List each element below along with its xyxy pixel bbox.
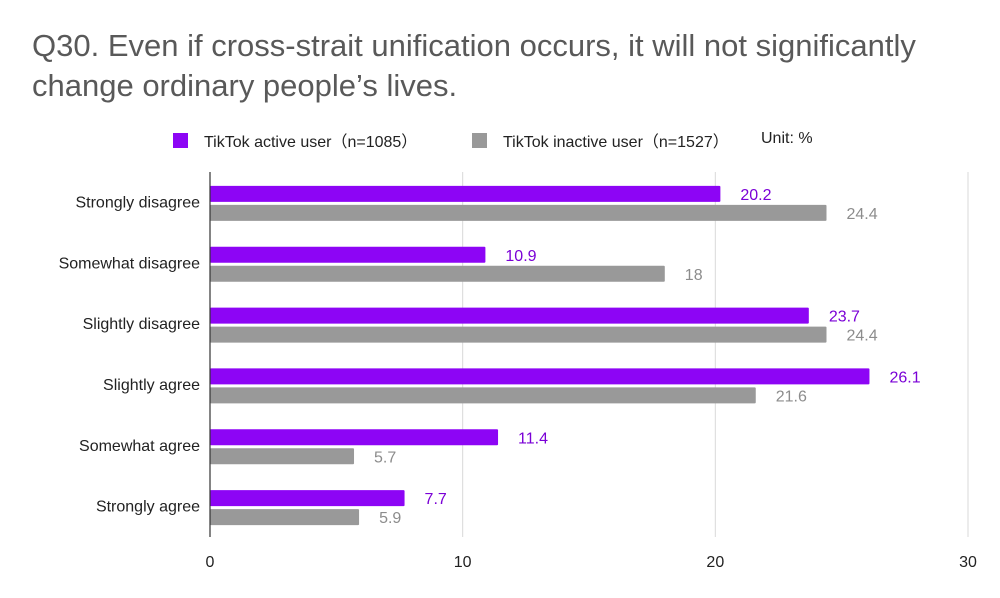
category-label: Slightly agree xyxy=(103,377,200,394)
bar-active xyxy=(210,185,721,202)
data-label-inactive: 5.9 xyxy=(379,510,401,527)
legend-item-active: TikTok active user（n=1085） xyxy=(173,128,417,152)
x-tick-label-30: 30 xyxy=(959,554,977,571)
legend-item-inactive: TikTok inactive user（n=1527） xyxy=(472,128,729,152)
data-label-inactive: 21.6 xyxy=(776,388,807,405)
category-label: Strongly disagree xyxy=(75,194,200,211)
bar-active xyxy=(210,246,486,263)
data-label-active: 26.1 xyxy=(889,369,920,386)
data-label-inactive: 18 xyxy=(685,267,703,284)
unit-note: Unit: % xyxy=(761,130,813,147)
x-tick-label-10: 10 xyxy=(454,554,472,571)
category-label: Strongly agree xyxy=(96,499,200,516)
data-label-active: 20.2 xyxy=(740,187,771,204)
legend-swatch-inactive xyxy=(472,132,487,148)
bar-active xyxy=(210,490,405,507)
x-tick-label-0: 0 xyxy=(206,554,215,571)
bar-inactive xyxy=(210,509,360,526)
x-tick-label-20: 20 xyxy=(706,554,724,571)
bar-inactive xyxy=(210,448,355,465)
data-label-active: 7.7 xyxy=(425,491,447,508)
bar-active xyxy=(210,429,499,446)
legend-label-active: TikTok active user（n=1085） xyxy=(204,134,418,151)
bar-inactive xyxy=(210,204,827,221)
data-label-active: 10.9 xyxy=(505,248,536,265)
bar-inactive xyxy=(210,265,665,282)
legend: TikTok active user（n=1085） TikTok inacti… xyxy=(0,128,1000,152)
category-label: Somewhat agree xyxy=(79,438,200,455)
legend-swatch-active xyxy=(173,132,188,148)
legend-label-inactive: TikTok inactive user（n=1527） xyxy=(503,134,729,151)
data-label-inactive: 24.4 xyxy=(847,206,878,223)
category-label: Slightly disagree xyxy=(83,316,201,333)
data-label-inactive: 24.4 xyxy=(847,328,878,345)
bar-active xyxy=(210,307,809,324)
bar-inactive xyxy=(210,326,827,343)
data-label-inactive: 5.7 xyxy=(374,449,396,466)
bar-inactive xyxy=(210,387,756,404)
bar-active xyxy=(210,368,870,385)
data-label-active: 11.4 xyxy=(518,430,548,447)
chart-title: Q30. Even if cross-strait unification oc… xyxy=(32,28,916,103)
category-label: Somewhat disagree xyxy=(59,255,201,272)
data-label-active: 23.7 xyxy=(829,309,860,326)
